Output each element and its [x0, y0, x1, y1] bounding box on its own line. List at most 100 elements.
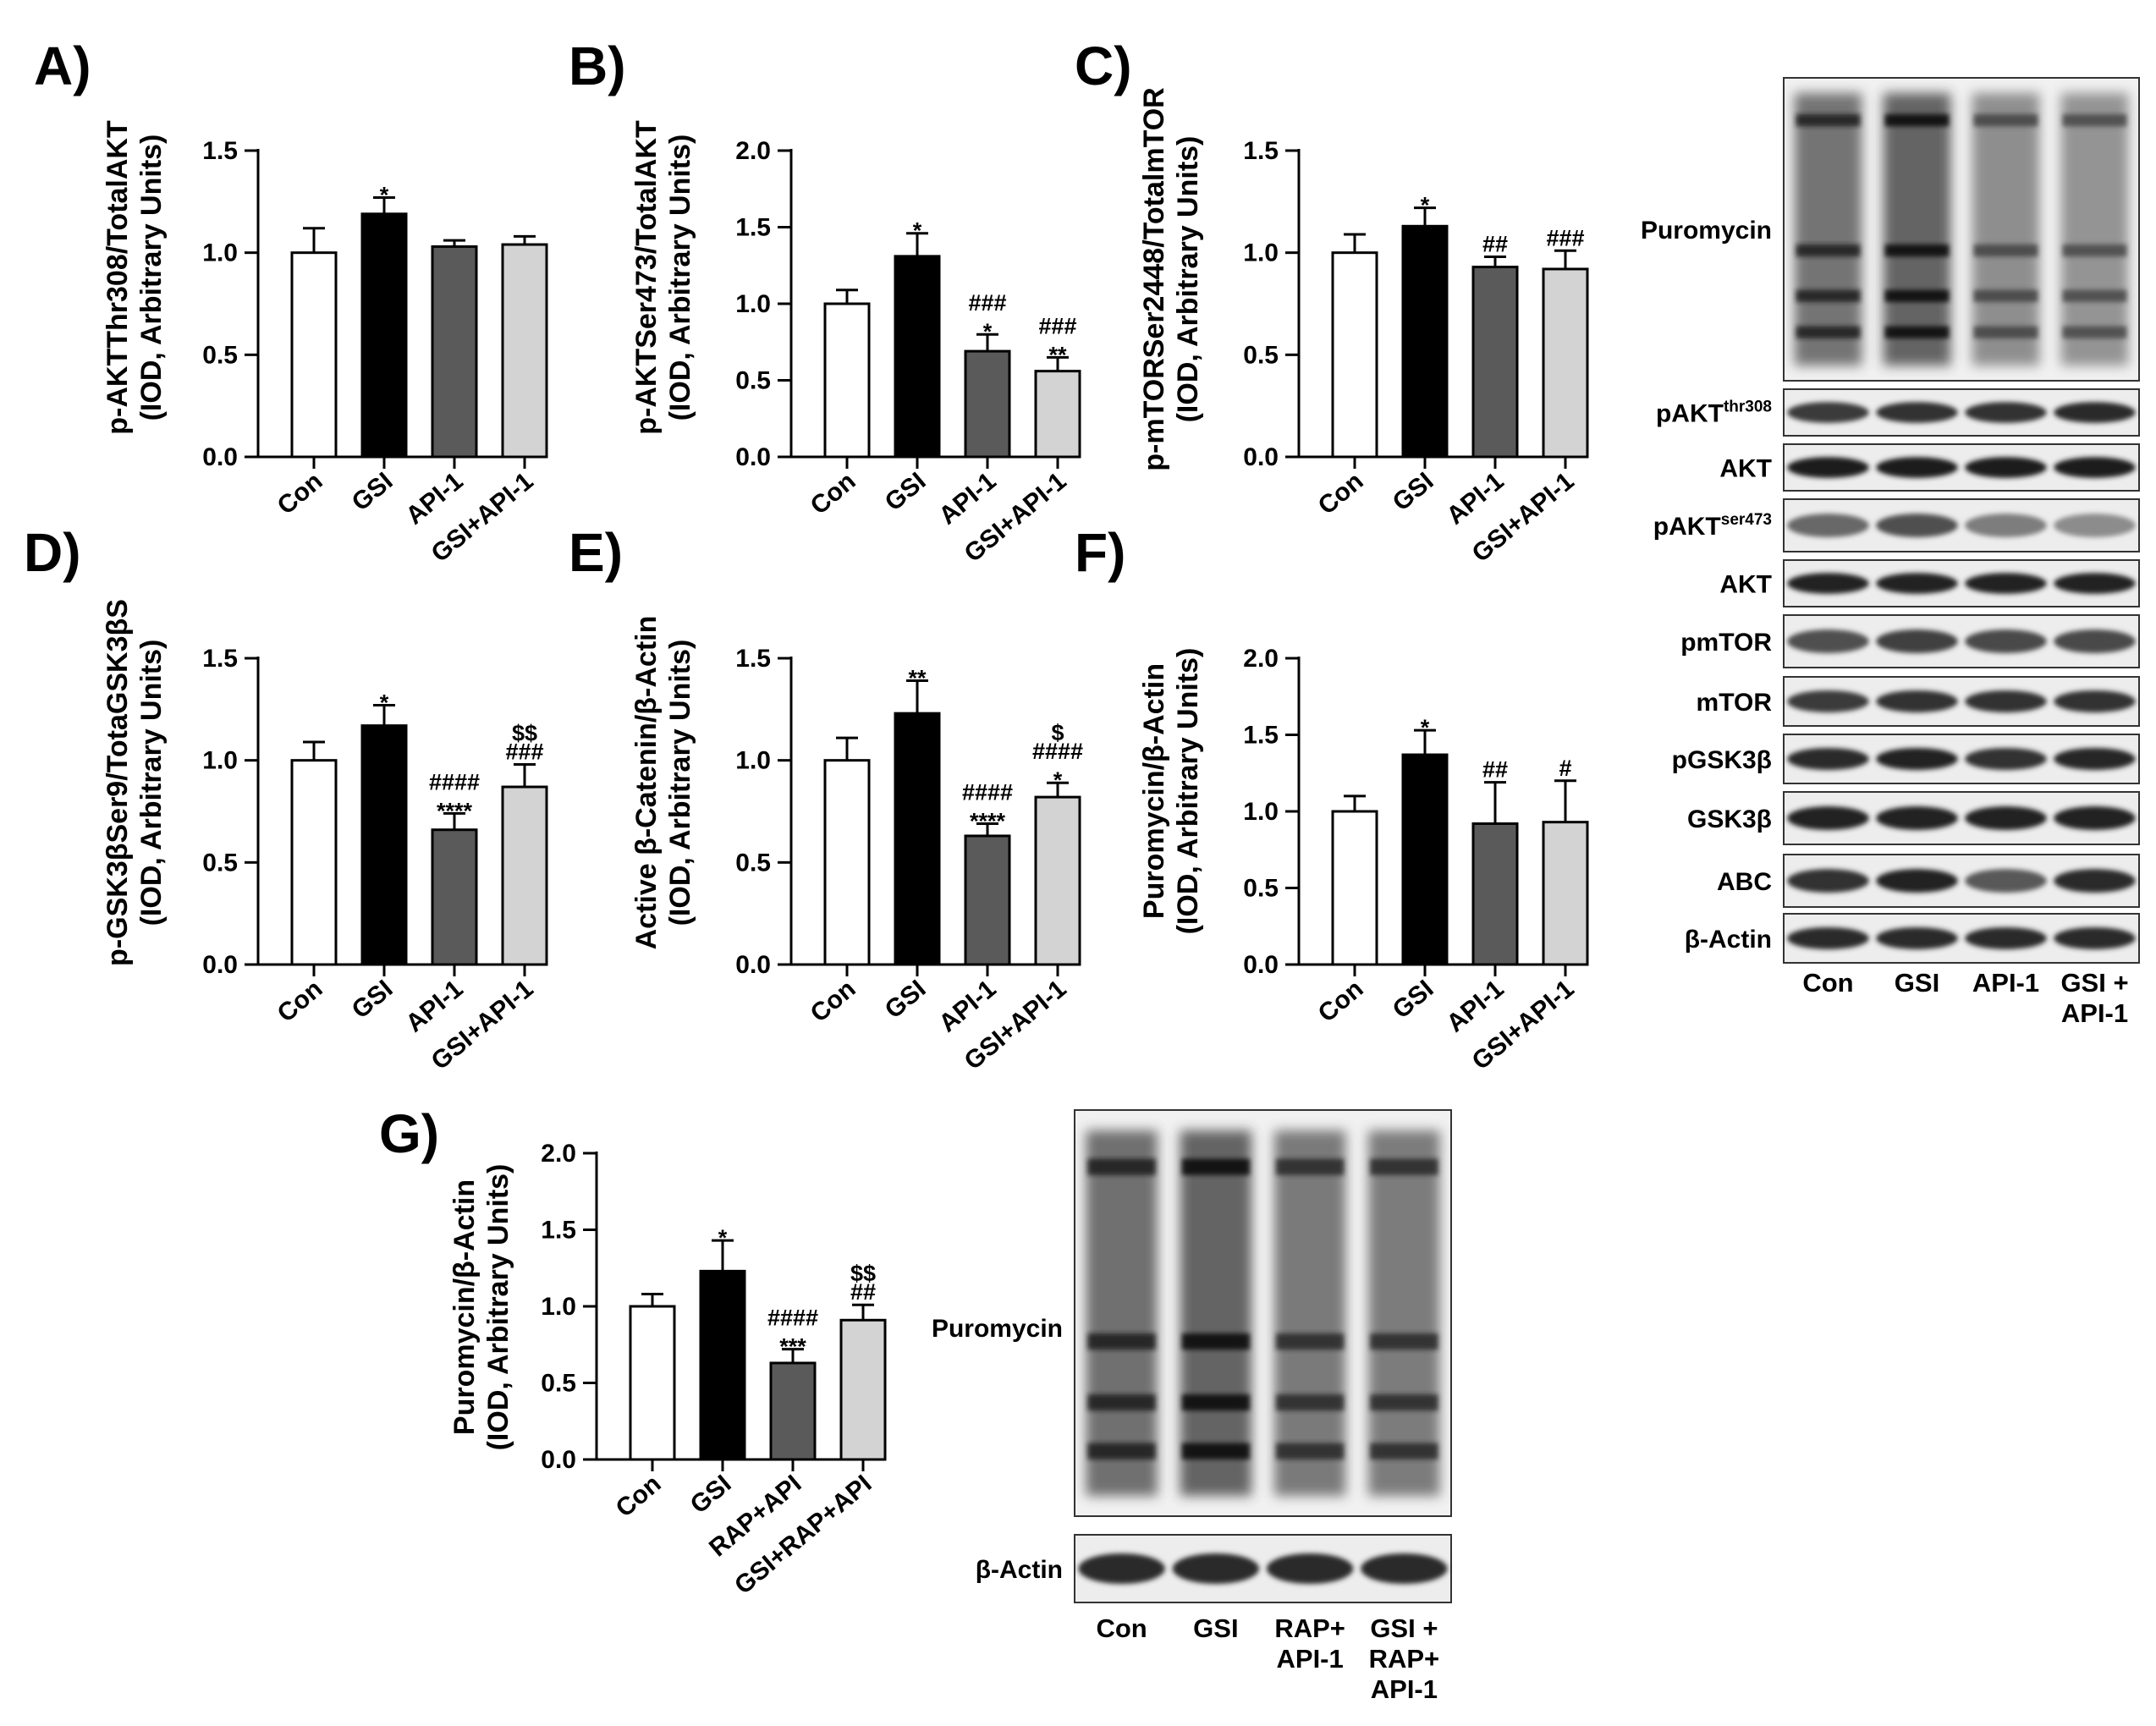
blot-band [1787, 869, 1869, 893]
y-tick-label: 2.0 [1243, 645, 1279, 673]
y-axis-label-line1: Active β-Catenin/β-Actin [630, 616, 663, 950]
significance-annotation: * [380, 690, 389, 716]
blot-band [2054, 457, 2136, 478]
x-tick-label: Con [1313, 467, 1369, 520]
y-tick-label: 2.0 [541, 1140, 576, 1168]
blot-band [2062, 113, 2127, 127]
blot-lane-label: GSI + [2060, 968, 2128, 998]
blot-band [1973, 113, 2038, 127]
blot-band [1370, 1394, 1438, 1411]
blot-lane-label: API-1 [1972, 968, 2039, 998]
blot-band [2054, 629, 2136, 653]
blot-band [1965, 402, 2047, 423]
blot-row-label-text: GSK3β [1687, 805, 1772, 833]
blot-lane-smear [1180, 1130, 1252, 1496]
significance-annotation: $ [1051, 720, 1064, 745]
bar [1034, 370, 1081, 459]
blot-band [1876, 402, 1958, 423]
y-tick-label: 1.0 [541, 1293, 576, 1321]
blot-band [1181, 1333, 1250, 1350]
blot-band [1787, 514, 1869, 537]
blot-lane-label: Con [1096, 1613, 1147, 1643]
significance-annotation: #### [1032, 739, 1083, 764]
blot-band [1876, 457, 1958, 478]
y-tick-label: 0.5 [1243, 341, 1279, 369]
blot-band [1276, 1158, 1345, 1175]
blot-row-label: AKT [1719, 455, 1772, 483]
blot-lane-label: Con [1802, 968, 1853, 998]
significance-annotation: # [1559, 756, 1571, 781]
blot-band [1787, 457, 1869, 478]
significance-annotation: * [1053, 767, 1063, 793]
blot-band [1876, 806, 1958, 830]
significance-annotation: ### [968, 290, 1006, 316]
blot-band [1181, 1158, 1250, 1175]
bar [290, 759, 338, 966]
western-blot-top: PuromycinpAKTthr308AKTpAKTser473AKTpmTOR… [1641, 77, 2140, 1028]
y-tick-label: 0.0 [202, 443, 238, 471]
blot-band [1172, 1553, 1260, 1584]
blot-lane-label: API-1 [1277, 1644, 1344, 1674]
blot-row-label-text: mTOR [1697, 689, 1773, 717]
blot-band [1276, 1333, 1345, 1350]
y-tick-label: 0.5 [541, 1370, 576, 1398]
blot-lane-label: GSI + [1370, 1613, 1438, 1643]
blot-band [1087, 1394, 1156, 1411]
y-tick-label: 0.0 [1243, 443, 1279, 471]
y-tick-label: 0.5 [202, 341, 238, 369]
blot-band [1796, 113, 1861, 127]
y-axis-label-line2: (IOD, Arbitrary Units) [482, 1164, 514, 1451]
blot-band [1796, 289, 1861, 302]
blot-band [1181, 1443, 1250, 1459]
y-axis-label: Puromycin/β-Actin(IOD, Arbitrary Units) [448, 1164, 514, 1451]
blot-row-label-text: β-Actin [1685, 926, 1772, 954]
chart-panel-b: B)p-AKTSer473/TotalAKT(IOD, Arbitrary Un… [569, 36, 1081, 568]
y-tick-label: 1.5 [1243, 722, 1279, 750]
blot-band [1876, 629, 1958, 653]
blot-lane-smear [1273, 1130, 1346, 1496]
y-axis-label-line1: p-AKTSer473/TotalAKT [630, 120, 663, 435]
blot-band [1078, 1553, 1165, 1584]
blot-band [1787, 747, 1869, 771]
blot-lane-smear [2060, 92, 2129, 366]
blot-band [1087, 1158, 1156, 1175]
blot-lane-label: API-1 [1371, 1674, 1438, 1704]
y-axis-label-line2: (IOD, Arbitrary Units) [664, 640, 696, 926]
blot-band [2054, 402, 2136, 423]
y-tick-label: 0.5 [1243, 875, 1279, 903]
bar [769, 1361, 817, 1461]
blot-band [1965, 869, 2047, 893]
y-tick-label: 1.0 [735, 290, 771, 318]
blot-band [1787, 690, 1869, 713]
y-tick-label: 1.0 [1243, 239, 1279, 267]
blot-band [1370, 1333, 1438, 1350]
bar [1542, 267, 1589, 459]
significance-annotation: * [983, 319, 993, 344]
blot-row-label-text: AKT [1719, 571, 1772, 599]
blot-band [1787, 806, 1869, 830]
y-tick-label: 1.5 [541, 1217, 576, 1245]
blot-row-label-superscript: ser473 [1721, 511, 1772, 529]
x-tick-label: GSI [347, 467, 399, 517]
significance-annotation: * [913, 218, 922, 244]
blot-lane-smear [1794, 92, 1862, 366]
bar [894, 255, 941, 459]
significance-annotation: ### [1038, 313, 1076, 338]
blot-lane-smear [1368, 1130, 1440, 1496]
blot-row-label: AKT [1719, 571, 1772, 599]
blot-row-label: pAKTser473 [1653, 511, 1772, 541]
blot-band [1276, 1394, 1345, 1411]
significance-annotation: **** [437, 798, 473, 823]
blot-band [1973, 244, 2038, 257]
x-tick-label: Con [806, 975, 861, 1028]
y-tick-label: 1.5 [735, 214, 771, 242]
significance-annotation: ## [1482, 757, 1508, 783]
blot-lane-smear [1972, 92, 2040, 366]
y-axis-label-line2: (IOD, Arbitrary Units) [135, 135, 168, 421]
bar [501, 785, 548, 966]
blot-band [1361, 1553, 1448, 1584]
y-tick-label: 0.5 [735, 367, 771, 395]
blot-band [1973, 326, 2038, 338]
bar [431, 245, 478, 459]
